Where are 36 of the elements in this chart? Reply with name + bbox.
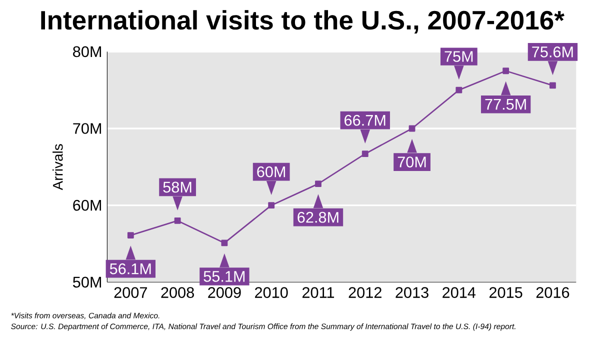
point (362, 150, 368, 158)
data-label: 77.5M (485, 99, 526, 110)
data-label: 75.6M (532, 46, 573, 58)
x-tick-label: 2011 (302, 287, 334, 298)
data-label: 66.7M (344, 114, 386, 126)
data-label: 58M (163, 182, 192, 193)
y-tick-label: 80M (73, 46, 101, 58)
point (408, 125, 416, 132)
x-tick-label: 2008 (161, 287, 194, 298)
y-tick-label: 50M (73, 276, 101, 288)
y-tick-label: 70M (73, 123, 101, 134)
x-tick-label: 2009 (208, 287, 241, 298)
x-tick-label: 2016 (536, 287, 570, 298)
x-tick-label: 2014 (442, 287, 476, 298)
data-label: 70M (398, 156, 426, 168)
point (502, 68, 510, 74)
point (315, 180, 322, 188)
point (221, 240, 228, 246)
data-label: 56.1M (110, 263, 151, 274)
x-tick-label: 2012 (348, 287, 382, 298)
x-tick-label: 2007 (114, 287, 147, 298)
point (550, 82, 556, 89)
data-label: 55.1M (204, 271, 245, 282)
y-axis-title: Arrivals (52, 144, 63, 190)
x-tick-label: 2013 (396, 287, 428, 298)
y-tick-label: 60M (73, 200, 101, 211)
point (268, 202, 275, 209)
point (174, 218, 181, 224)
point (127, 232, 134, 239)
x-tick-label: 2015 (489, 287, 522, 298)
data-label: 62.8M (298, 212, 338, 223)
point (456, 86, 462, 94)
data-label: 60M (257, 166, 286, 178)
chart-title: International visits to the U.S., 2007-2016* (41, 10, 564, 34)
data-label: 75M (444, 51, 473, 62)
x-tick-label: 2010 (255, 287, 288, 298)
